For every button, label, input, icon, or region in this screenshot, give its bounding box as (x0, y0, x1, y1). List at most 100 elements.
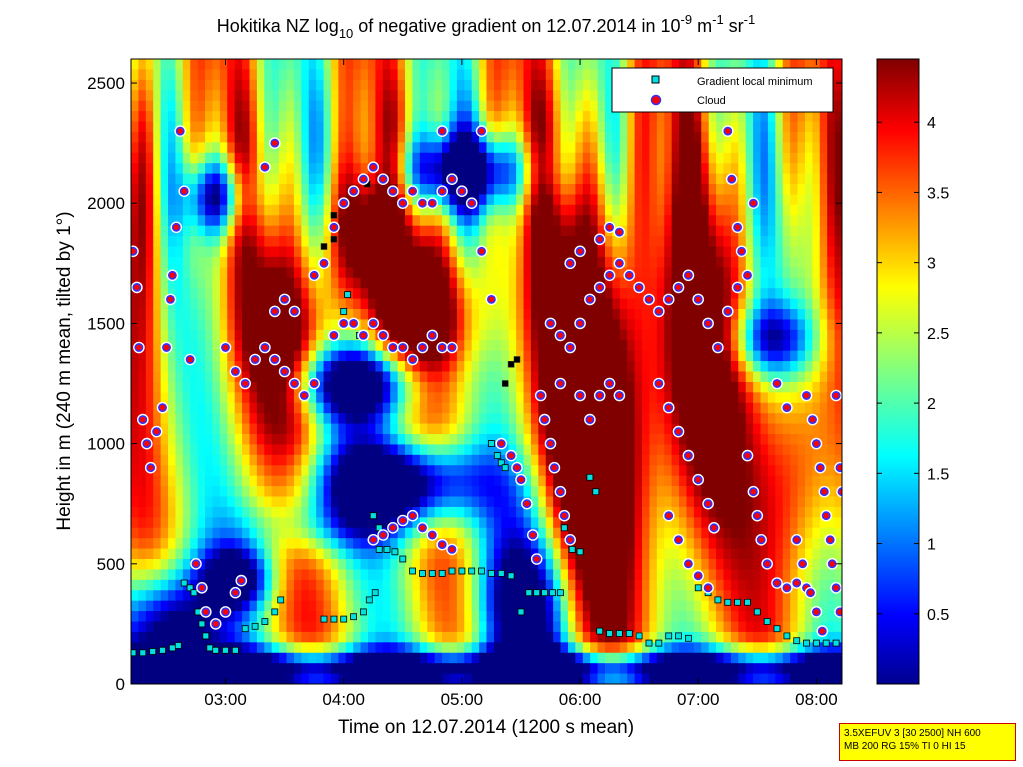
heatmap-cell (160, 246, 169, 258)
heatmap-cell (575, 496, 584, 508)
heatmap-cell (679, 673, 688, 684)
heatmap-cell (279, 204, 288, 216)
heatmap-cell (701, 111, 710, 123)
heatmap-cell (530, 194, 539, 206)
heatmap-cell (523, 413, 532, 425)
heatmap-cell (175, 600, 184, 612)
heatmap-cell (612, 309, 621, 321)
heatmap-cell (197, 465, 206, 477)
heatmap-cell (486, 621, 495, 633)
heatmap-cell (471, 538, 480, 550)
heatmap-cell (656, 652, 665, 664)
heatmap-cell (256, 465, 265, 477)
heatmap-cell (582, 131, 591, 143)
heatmap-cell (360, 402, 369, 414)
heatmap-cell (190, 225, 199, 237)
heatmap-cell (619, 111, 628, 123)
heatmap-cell (168, 444, 177, 456)
heatmap-cell (471, 611, 480, 623)
heatmap-cell (538, 559, 547, 571)
heatmap-cell (612, 652, 621, 664)
heatmap-cell (293, 184, 302, 196)
heatmap-cell (390, 579, 399, 591)
heatmap-cell (479, 434, 488, 446)
heatmap-cell (160, 90, 169, 102)
heatmap-cell (560, 496, 569, 508)
heatmap-cell (160, 444, 169, 456)
heatmap-cell (716, 475, 725, 487)
heatmap-cell (397, 288, 406, 300)
heatmap-cell (501, 673, 510, 684)
heatmap-cell (664, 444, 673, 456)
heatmap-cell (449, 642, 458, 654)
heatmap-cell (234, 663, 243, 675)
heatmap-cell (197, 142, 206, 154)
heatmap-cell (264, 486, 273, 498)
heatmap-cell (390, 506, 399, 518)
heatmap-cell (160, 548, 169, 560)
heatmap-cell (131, 423, 140, 435)
heatmap-cell (419, 59, 428, 71)
heatmap-cell (486, 350, 495, 362)
heatmap-cell (716, 173, 725, 185)
heatmap-cell (479, 548, 488, 560)
heatmap-cell (375, 309, 384, 321)
heatmap-cell (582, 163, 591, 175)
heatmap-cell (582, 611, 591, 623)
heatmap-cell (649, 225, 658, 237)
heatmap-cell (227, 152, 236, 164)
heatmap-cell (138, 559, 147, 571)
heatmap-cell (634, 267, 643, 279)
heatmap-cell (397, 246, 406, 258)
heatmap-cell (627, 673, 636, 684)
heatmap-cell (530, 184, 539, 196)
heatmap-cell (323, 131, 332, 143)
heatmap-cell (397, 611, 406, 623)
heatmap-cell (138, 423, 147, 435)
heatmap-cell (464, 90, 473, 102)
heatmap-cell (501, 444, 510, 456)
heatmap-cell (464, 548, 473, 560)
heatmap-cell (301, 621, 310, 633)
heatmap-cell (538, 475, 547, 487)
heatmap-cell (486, 590, 495, 602)
heatmap-cell (449, 225, 458, 237)
heatmap-cell (649, 163, 658, 175)
heatmap-cell (256, 329, 265, 341)
heatmap-cell (353, 163, 362, 175)
heatmap-cell (486, 340, 495, 352)
heatmap-cell (197, 111, 206, 123)
heatmap-cell (464, 423, 473, 435)
heatmap-cell (686, 652, 695, 664)
heatmap-cell (145, 413, 154, 425)
heatmap-cell (153, 163, 162, 175)
heatmap-cell (693, 309, 702, 321)
heatmap-cell (323, 90, 332, 102)
heatmap-cell (412, 256, 421, 268)
heatmap-cell (716, 236, 725, 248)
heatmap-cell (242, 184, 251, 196)
heatmap-cell (642, 256, 651, 268)
heatmap-cell (153, 381, 162, 393)
heatmap-cell (219, 329, 228, 341)
heatmap-cell (456, 434, 465, 446)
heatmap-cell (382, 142, 391, 154)
heatmap-cell (501, 402, 510, 414)
heatmap-cell (375, 611, 384, 623)
heatmap-cell (382, 423, 391, 435)
heatmap-cell (330, 569, 339, 581)
heatmap-cell (345, 79, 354, 91)
heatmap-cell (456, 413, 465, 425)
heatmap-cell (560, 194, 569, 206)
heatmap-cell (582, 246, 591, 258)
heatmap-cell (279, 69, 288, 81)
heatmap-cell (449, 486, 458, 498)
heatmap-cell (323, 69, 332, 81)
heatmap-cell (560, 371, 569, 383)
heatmap-cell (508, 475, 517, 487)
heatmap-cell (634, 611, 643, 623)
heatmap-cell (434, 569, 443, 581)
heatmap-cell (131, 350, 140, 362)
heatmap-cell (456, 142, 465, 154)
heatmap-cell (427, 579, 436, 591)
